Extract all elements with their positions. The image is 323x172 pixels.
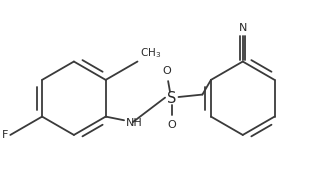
Text: N: N <box>239 23 247 33</box>
Text: F: F <box>2 130 8 140</box>
Text: CH$_3$: CH$_3$ <box>140 46 161 60</box>
Text: O: O <box>167 120 176 130</box>
Text: O: O <box>162 66 171 76</box>
Text: NH: NH <box>126 118 143 128</box>
Text: S: S <box>167 91 176 106</box>
